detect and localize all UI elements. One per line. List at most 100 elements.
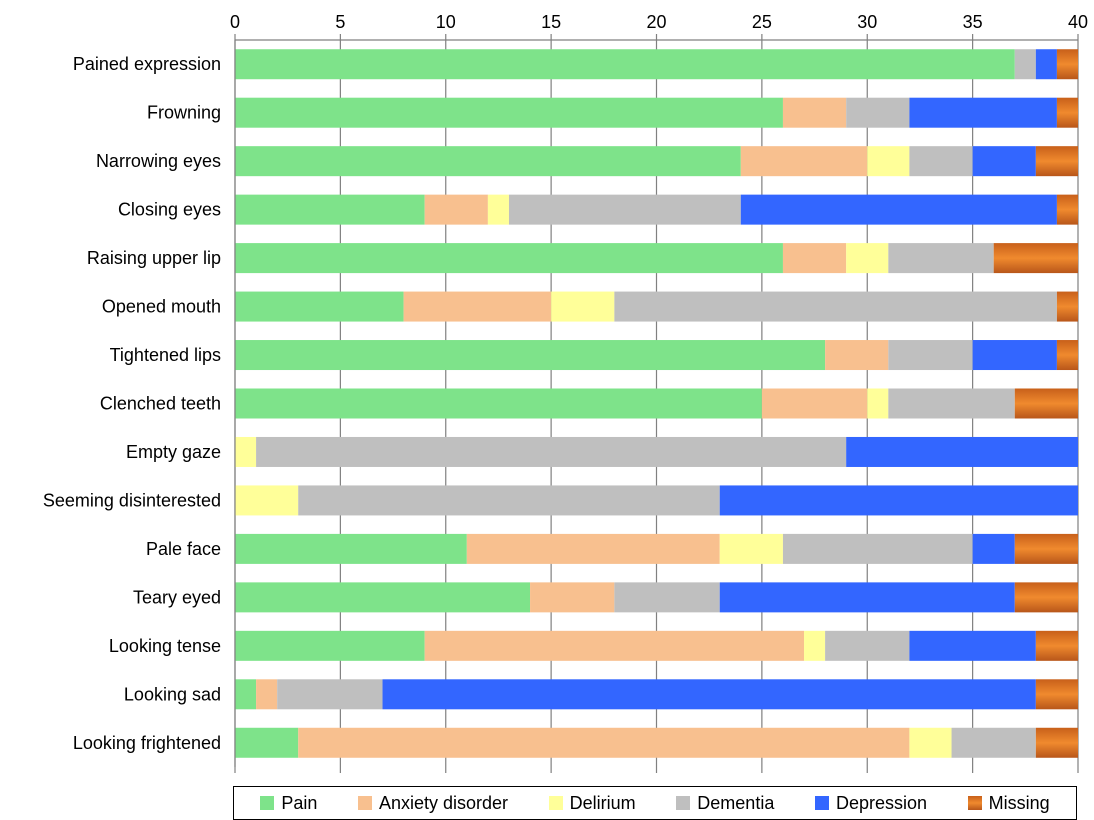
bar-segment-missing [1056, 340, 1078, 371]
bar-segment-anxiety-disorder [298, 727, 910, 758]
bar-segment-missing [1014, 533, 1078, 564]
x-tick-labels: 0 5 10 15 20 25 30 35 40 [230, 12, 1088, 32]
bar-segment-pain [235, 582, 531, 613]
bar-segment-depression [719, 485, 1078, 516]
bar-segment-missing [1035, 146, 1078, 177]
legend-swatch [967, 796, 982, 810]
bar-segment-missing [1035, 679, 1078, 710]
bar-segment-pain [235, 243, 783, 274]
bar-segment-missing [1035, 630, 1078, 661]
bar-segment-delirium [719, 533, 783, 564]
bar-segment-missing [1035, 727, 1078, 758]
category-label: Tightened lips [110, 345, 221, 365]
bar-segment-pain [235, 630, 425, 661]
bar-segment-missing [1056, 97, 1078, 128]
bar-segment-delirium [846, 243, 889, 274]
bar-segment-depression [719, 582, 1015, 613]
bar-segment-pain [235, 679, 257, 710]
bar-segment-delirium [235, 436, 257, 467]
bar-segment-depression [846, 436, 1078, 467]
legend-label: Dementia [697, 792, 775, 813]
legend: Pain Anxiety disorder Delirium Dementia Depr… [233, 786, 1077, 820]
legend-label: Pain [281, 792, 318, 813]
bar-segment-depression [972, 533, 1015, 564]
bar-segment-pain [235, 388, 762, 419]
x-tick-label: 30 [857, 12, 877, 32]
legend-label: Missing [988, 792, 1050, 813]
bar-segment-dementia [298, 485, 720, 516]
x-tick-label: 20 [646, 12, 666, 32]
bar-segment-depression [909, 630, 1036, 661]
bar-segment-anxiety-disorder [740, 146, 868, 177]
bar-segment-missing [993, 243, 1078, 274]
category-label: Teary eyed [133, 587, 221, 607]
x-tick-label: 15 [541, 12, 561, 32]
legend-swatch [676, 796, 691, 810]
bar-segment-missing [1056, 49, 1078, 80]
bar-segment-dementia [846, 97, 910, 128]
bar-segment-anxiety-disorder [782, 97, 847, 128]
bar-segment-anxiety-disorder [256, 679, 278, 710]
legend-item: Delirium [548, 792, 636, 814]
category-label: Looking tense [109, 636, 221, 656]
bar-segment-dementia [951, 727, 1036, 758]
category-label: Looking sad [124, 684, 221, 704]
bar-segment-pain [235, 146, 741, 177]
bar-segment-delirium [551, 291, 615, 322]
bar-segment-dementia [825, 630, 910, 661]
bars [235, 49, 1078, 758]
bar-segment-missing [1014, 388, 1078, 419]
legend-swatch [548, 796, 563, 810]
category-label: Narrowing eyes [96, 151, 221, 171]
bar-segment-dementia [614, 291, 1057, 322]
bar-segment-depression [1035, 49, 1057, 80]
bar-segment-anxiety-disorder [424, 630, 805, 661]
bar-segment-dementia [888, 243, 994, 274]
legend-swatch [814, 796, 829, 810]
bar-segment-pain [235, 49, 1015, 80]
bar-segment-delirium [909, 727, 952, 758]
bar-segment-anxiety-disorder [761, 388, 868, 419]
legend-item: Anxiety disorder [357, 792, 509, 814]
stacked-bar-chart: 0 5 10 15 20 25 30 35 40 Pained expression Frowni… [43, 12, 1088, 773]
bar-segment-delirium [867, 146, 910, 177]
bar-segment-dementia [256, 436, 847, 467]
x-tick-label: 40 [1068, 12, 1088, 32]
legend-swatch [357, 796, 372, 810]
category-label: Pale face [146, 539, 221, 559]
legend-label: Anxiety disorder [378, 792, 509, 813]
bar-segment-anxiety-disorder [530, 582, 615, 613]
legend-item: Depression [814, 792, 928, 814]
bar-segment-depression [382, 679, 1036, 710]
axes [234, 34, 1079, 773]
bar-segment-dementia [1014, 49, 1036, 80]
category-label: Clenched teeth [100, 394, 221, 414]
category-label: Opened mouth [102, 297, 221, 317]
bar-segment-pain [235, 291, 404, 322]
category-label: Seeming disinterested [43, 490, 221, 510]
legend-label: Depression [835, 792, 928, 813]
bar-segment-delirium [867, 388, 889, 419]
bar-segment-missing [1014, 582, 1078, 613]
bar-segment-pain [235, 194, 425, 225]
legend-item: Pain [260, 793, 317, 814]
bar-segment-pain [235, 533, 467, 564]
bar-segment-pain [235, 97, 783, 128]
bar-segment-dementia [909, 146, 973, 177]
legend-item: Missing [967, 792, 1050, 814]
category-label: Closing eyes [118, 200, 221, 220]
bar-segment-anxiety-disorder [825, 340, 889, 371]
legend-label: Delirium [569, 792, 636, 813]
bar-segment-anxiety-disorder [466, 533, 720, 564]
bar-segment-delirium [487, 194, 509, 225]
bar-segment-pain [235, 340, 826, 371]
bar-segment-depression [972, 340, 1057, 371]
x-tick-label: 35 [963, 12, 983, 32]
bar-segment-anxiety-disorder [424, 194, 488, 225]
legend-item: Dementia [676, 793, 774, 814]
category-label: Frowning [147, 103, 221, 123]
bar-segment-depression [909, 97, 1057, 128]
bar-segment-missing [1056, 291, 1078, 322]
bar-segment-dementia [277, 679, 383, 710]
x-tick-label: 0 [230, 12, 240, 32]
